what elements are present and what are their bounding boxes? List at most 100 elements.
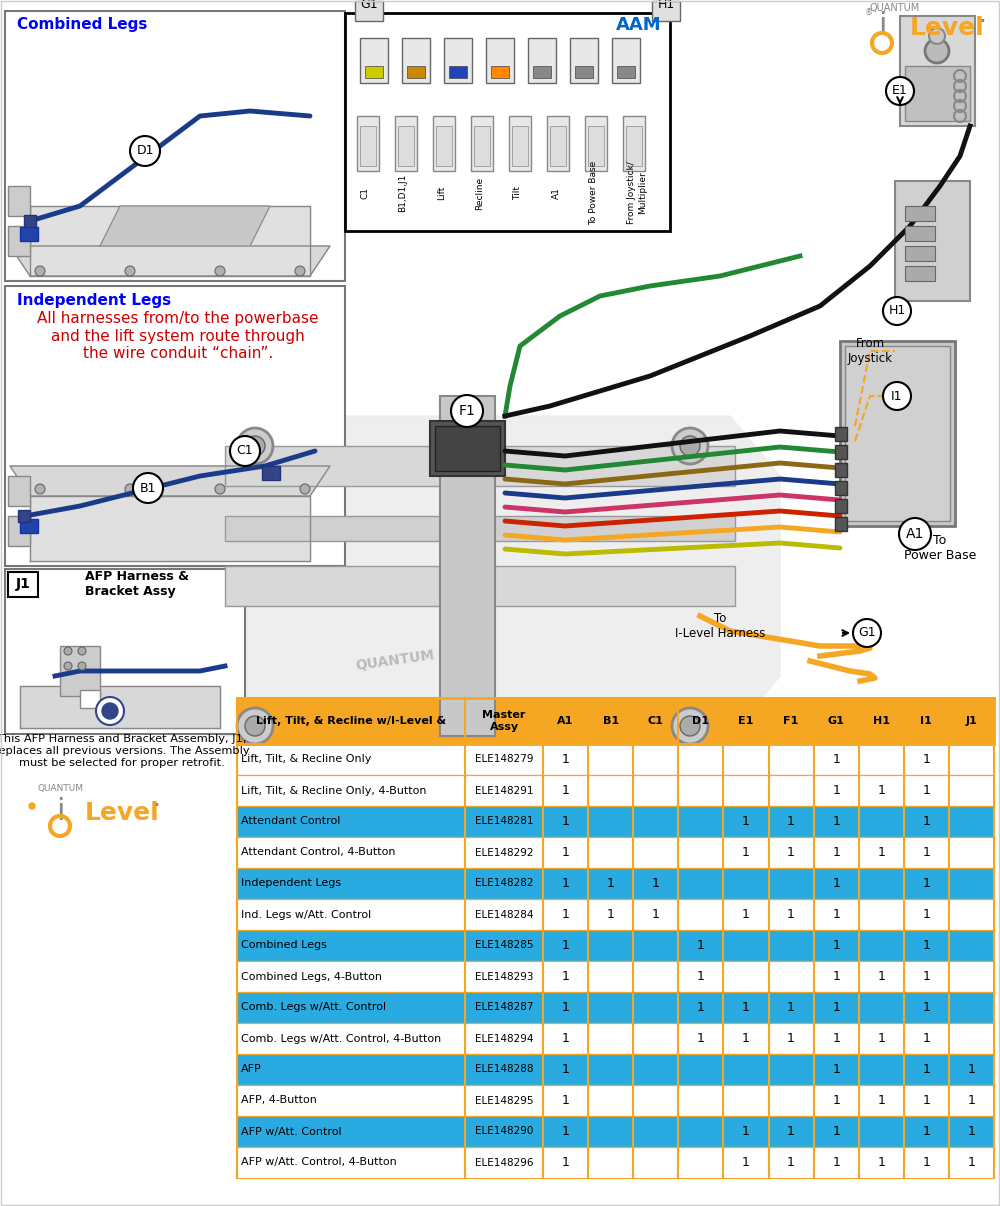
Bar — [360, 125, 376, 166]
Bar — [237, 1116, 994, 1147]
Bar — [20, 227, 38, 241]
Circle shape — [245, 437, 265, 456]
Circle shape — [230, 437, 260, 466]
Bar — [845, 346, 950, 521]
Circle shape — [886, 77, 914, 105]
Text: 1: 1 — [562, 1001, 569, 1014]
Text: 1: 1 — [562, 1125, 569, 1138]
Polygon shape — [100, 206, 270, 246]
Text: ELE148288: ELE148288 — [475, 1065, 533, 1075]
Text: 1: 1 — [832, 908, 840, 921]
Text: To
Power Base: To Power Base — [904, 534, 976, 562]
Text: 1: 1 — [968, 1062, 975, 1076]
Bar — [18, 510, 30, 522]
Text: 1: 1 — [562, 753, 569, 766]
Text: 1: 1 — [562, 1157, 569, 1169]
Text: 1: 1 — [877, 1157, 885, 1169]
Text: 1: 1 — [832, 939, 840, 952]
Bar — [474, 125, 490, 166]
Text: .: . — [152, 788, 160, 810]
Text: G1: G1 — [828, 716, 845, 726]
Bar — [835, 463, 847, 478]
Text: Independent Legs: Independent Legs — [17, 293, 171, 308]
Text: 1: 1 — [968, 1125, 975, 1138]
Bar — [237, 1023, 994, 1054]
Text: 1: 1 — [562, 877, 569, 890]
Text: B1,D1,J1: B1,D1,J1 — [398, 174, 408, 212]
Text: 1: 1 — [787, 1001, 795, 1014]
Bar — [835, 427, 847, 441]
Bar — [905, 66, 970, 121]
Circle shape — [295, 267, 305, 276]
Text: 1: 1 — [787, 1032, 795, 1046]
Text: J1: J1 — [966, 716, 977, 726]
Bar — [5, 11, 345, 281]
Text: 1: 1 — [787, 1125, 795, 1138]
Text: To Power Base: To Power Base — [590, 160, 598, 226]
Bar — [509, 116, 531, 171]
Text: 1: 1 — [922, 845, 930, 859]
Bar — [402, 39, 430, 83]
Text: Independent Legs: Independent Legs — [241, 878, 341, 889]
Text: G1: G1 — [360, 0, 378, 12]
Text: QUANTUM: QUANTUM — [38, 784, 84, 792]
Bar — [905, 246, 935, 260]
Circle shape — [680, 437, 700, 456]
Text: Lift, Tilt, & Recline Only: Lift, Tilt, & Recline Only — [241, 755, 371, 765]
Bar — [360, 39, 388, 83]
Text: Master
Assy: Master Assy — [482, 710, 526, 732]
Text: A1: A1 — [906, 527, 924, 541]
Text: Lift, Tilt, & Recline w/I-Level &: Lift, Tilt, & Recline w/I-Level & — [256, 716, 446, 726]
Bar — [237, 930, 994, 961]
Text: Ind. Legs w/Att. Control: Ind. Legs w/Att. Control — [241, 909, 371, 919]
Text: ELE148292: ELE148292 — [475, 848, 533, 857]
Text: 1: 1 — [832, 815, 840, 829]
Text: Level: Level — [85, 801, 160, 825]
Text: Recline: Recline — [476, 176, 484, 210]
Text: ELE148293: ELE148293 — [475, 972, 533, 982]
Text: 1: 1 — [832, 877, 840, 890]
Text: Attendant Control, 4-Button: Attendant Control, 4-Button — [241, 848, 396, 857]
Circle shape — [215, 267, 225, 276]
Text: 1: 1 — [562, 815, 569, 829]
Text: ELE148287: ELE148287 — [475, 1002, 533, 1013]
Bar — [612, 39, 640, 83]
Bar — [835, 499, 847, 513]
Bar — [395, 116, 417, 171]
Text: Attendant Control: Attendant Control — [241, 816, 340, 826]
Text: QUANTUM: QUANTUM — [870, 2, 920, 13]
Text: 1: 1 — [742, 1157, 750, 1169]
Text: 1: 1 — [922, 1157, 930, 1169]
Text: 1: 1 — [742, 1001, 750, 1014]
Text: All harnesses from/to the powerbase
and the lift system route through
the wire c: All harnesses from/to the powerbase and … — [37, 311, 319, 361]
Bar — [237, 698, 994, 744]
Bar — [835, 481, 847, 494]
Text: 1: 1 — [562, 784, 569, 797]
Bar — [617, 66, 635, 78]
Circle shape — [899, 519, 931, 550]
Bar — [407, 66, 425, 78]
Bar — [570, 39, 598, 83]
Bar — [365, 66, 383, 78]
Circle shape — [237, 708, 273, 744]
Bar — [623, 116, 645, 171]
Text: 1: 1 — [877, 1032, 885, 1046]
Text: 1: 1 — [562, 939, 569, 952]
Bar — [80, 690, 100, 708]
Text: 1: 1 — [832, 784, 840, 797]
Bar — [440, 396, 495, 736]
Text: F1: F1 — [459, 404, 475, 418]
Text: 1: 1 — [652, 908, 660, 921]
Bar — [20, 519, 38, 533]
Text: 1: 1 — [922, 1094, 930, 1107]
Text: Combined Legs: Combined Legs — [241, 941, 327, 950]
Circle shape — [78, 662, 86, 671]
Bar — [444, 39, 472, 83]
Circle shape — [237, 428, 273, 464]
Text: 1: 1 — [832, 1157, 840, 1169]
Text: E1: E1 — [738, 716, 754, 726]
Text: i: i — [878, 12, 886, 41]
Text: 1: 1 — [922, 939, 930, 952]
Circle shape — [451, 396, 483, 427]
Bar — [430, 421, 505, 476]
